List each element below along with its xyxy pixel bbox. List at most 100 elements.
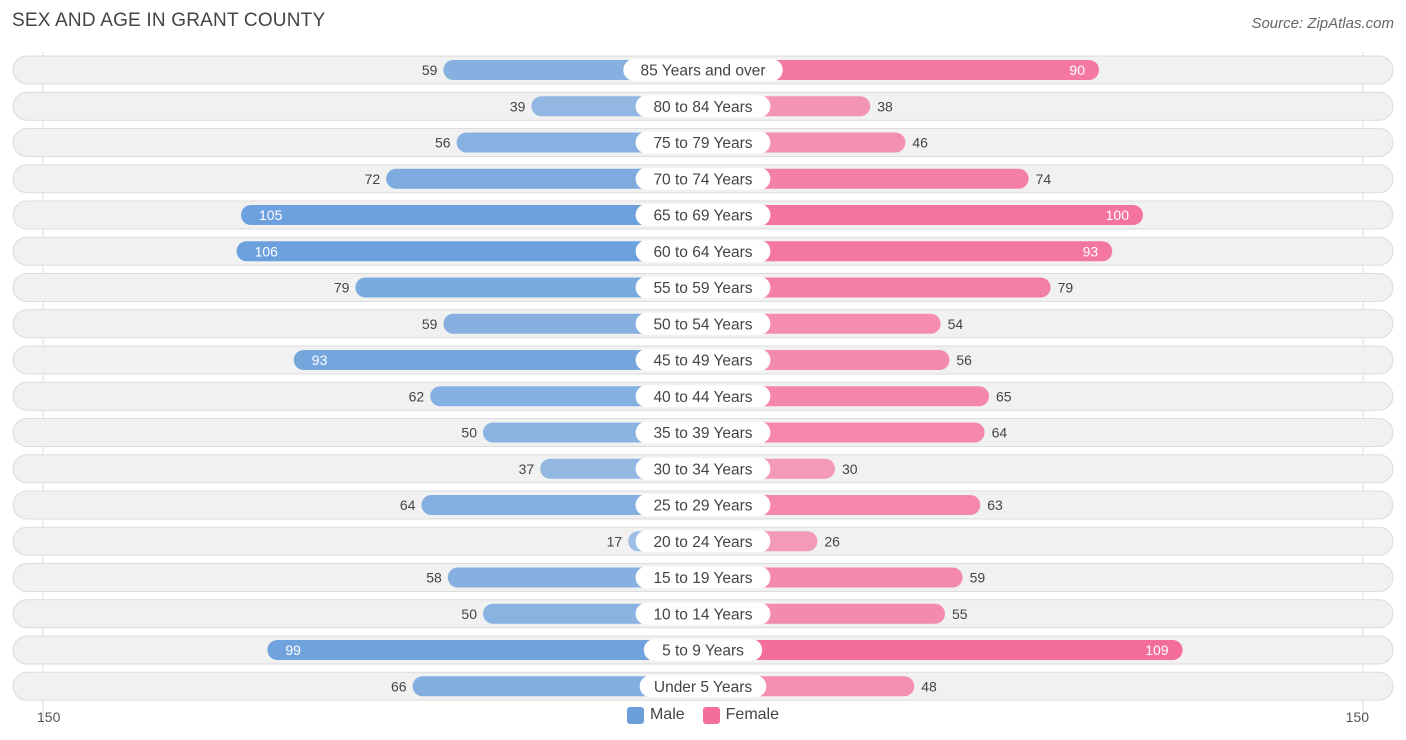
age-label-pill (635, 276, 771, 299)
age-group-label: 85 Years and over (641, 63, 766, 80)
value-label-male: 64 (400, 497, 416, 513)
value-label-male: 72 (365, 171, 381, 187)
age-group-label: 50 to 54 Years (653, 316, 752, 333)
value-label-female: 65 (996, 388, 1012, 404)
value-label-female: 64 (992, 425, 1008, 441)
legend: Male Female (0, 706, 1406, 724)
value-label-male: 58 (426, 570, 442, 586)
age-group-label: 45 to 49 Years (653, 353, 752, 370)
age-label-pill (635, 349, 771, 371)
value-label-female: 74 (1036, 171, 1052, 187)
age-group-label: 15 to 19 Years (653, 570, 752, 587)
age-group-label: 35 to 39 Years (653, 425, 752, 442)
value-label-female: 55 (952, 606, 968, 622)
value-label-male: 106 (255, 243, 279, 259)
age-group-label: 80 to 84 Years (653, 99, 752, 116)
age-label-pill (635, 385, 771, 408)
value-label-female: 90 (1069, 62, 1085, 78)
age-label-pill (639, 675, 767, 698)
bar-male (241, 205, 703, 225)
bar-female (703, 205, 1143, 225)
age-label-pill (635, 457, 771, 480)
age-group-label: 5 to 9 Years (662, 643, 744, 660)
age-label-pill (635, 566, 771, 589)
bar-female (703, 386, 989, 407)
value-label-female: 59 (970, 570, 986, 586)
value-label-male: 56 (435, 135, 451, 151)
bar-male (236, 241, 703, 262)
legend-item-male[interactable]: Male (626, 706, 685, 724)
age-group-label: 70 to 74 Years (653, 171, 752, 188)
bar-male (267, 640, 703, 660)
bar-male (430, 386, 703, 407)
value-label-female: 100 (1106, 207, 1130, 223)
value-label-female: 26 (824, 533, 840, 549)
bar-male (386, 168, 703, 189)
value-label-male: 93 (312, 352, 328, 368)
age-group-label: 60 to 64 Years (653, 244, 752, 261)
bar-male (355, 277, 703, 298)
value-label-female: 38 (877, 98, 893, 114)
age-label-pill (635, 204, 771, 226)
value-label-male: 39 (510, 98, 526, 114)
bar-male (293, 350, 703, 370)
bar-female (703, 495, 981, 515)
source-label: Source: ZipAtlas.com (1251, 15, 1394, 32)
chart-title: SEX AND AGE IN GRANT COUNTY (12, 10, 326, 31)
age-group-label: Under 5 Years (654, 679, 752, 696)
value-label-male: 62 (409, 388, 425, 404)
value-label-male: 50 (461, 425, 477, 441)
age-group-label: 30 to 34 Years (653, 461, 752, 478)
value-label-female: 30 (842, 461, 858, 477)
value-label-male: 17 (607, 533, 623, 549)
value-label-male: 50 (461, 606, 477, 622)
value-label-male: 37 (519, 461, 535, 477)
age-label-pill (635, 602, 771, 625)
age-group-label: 10 to 14 Years (653, 606, 752, 623)
value-label-female: 109 (1145, 642, 1169, 658)
age-group-label: 25 to 29 Years (653, 498, 752, 515)
legend-item-female[interactable]: Female (702, 706, 780, 724)
value-label-female: 48 (921, 678, 937, 694)
value-label-female: 54 (948, 316, 964, 332)
age-label-pill (643, 639, 763, 661)
age-group-label: 55 to 59 Years (653, 280, 752, 297)
age-group-label: 40 to 44 Years (653, 389, 752, 406)
bar-female (703, 422, 985, 443)
bar-male (421, 495, 703, 515)
value-label-male: 79 (334, 280, 350, 296)
age-label-pill (635, 95, 771, 118)
legend-swatch-female (702, 706, 720, 724)
bar-female (703, 640, 1183, 660)
age-group-label: 65 to 69 Years (653, 208, 752, 225)
value-label-female: 79 (1058, 280, 1074, 296)
age-group-label: 20 to 24 Years (653, 534, 752, 551)
value-label-male: 59 (422, 62, 438, 78)
axis-label-right: 150 (1346, 709, 1370, 725)
age-label-pill (635, 530, 771, 553)
value-label-female: 93 (1083, 243, 1099, 259)
age-label-pill (635, 312, 771, 335)
legend-label-male: Male (649, 706, 685, 723)
age-label-pill (635, 131, 771, 154)
age-label-pill (635, 240, 771, 263)
legend-swatch-male (626, 706, 644, 724)
value-label-male: 66 (391, 678, 407, 694)
bar-female (703, 168, 1029, 189)
value-label-male: 59 (422, 316, 438, 332)
value-label-male: 105 (259, 207, 283, 223)
bar-female (703, 60, 1099, 80)
legend-label-female: Female (725, 706, 780, 723)
axis-label-left: 150 (37, 709, 61, 725)
age-label-pill (635, 167, 771, 190)
age-label-pill (635, 421, 771, 444)
age-label-pill (623, 59, 783, 81)
bar-female (703, 241, 1113, 262)
value-label-female: 56 (956, 352, 972, 368)
age-group-label: 75 to 79 Years (653, 135, 752, 152)
bar-female (703, 277, 1051, 298)
value-label-female: 63 (987, 497, 1003, 513)
value-label-female: 46 (912, 135, 928, 151)
bar-male (412, 676, 703, 697)
